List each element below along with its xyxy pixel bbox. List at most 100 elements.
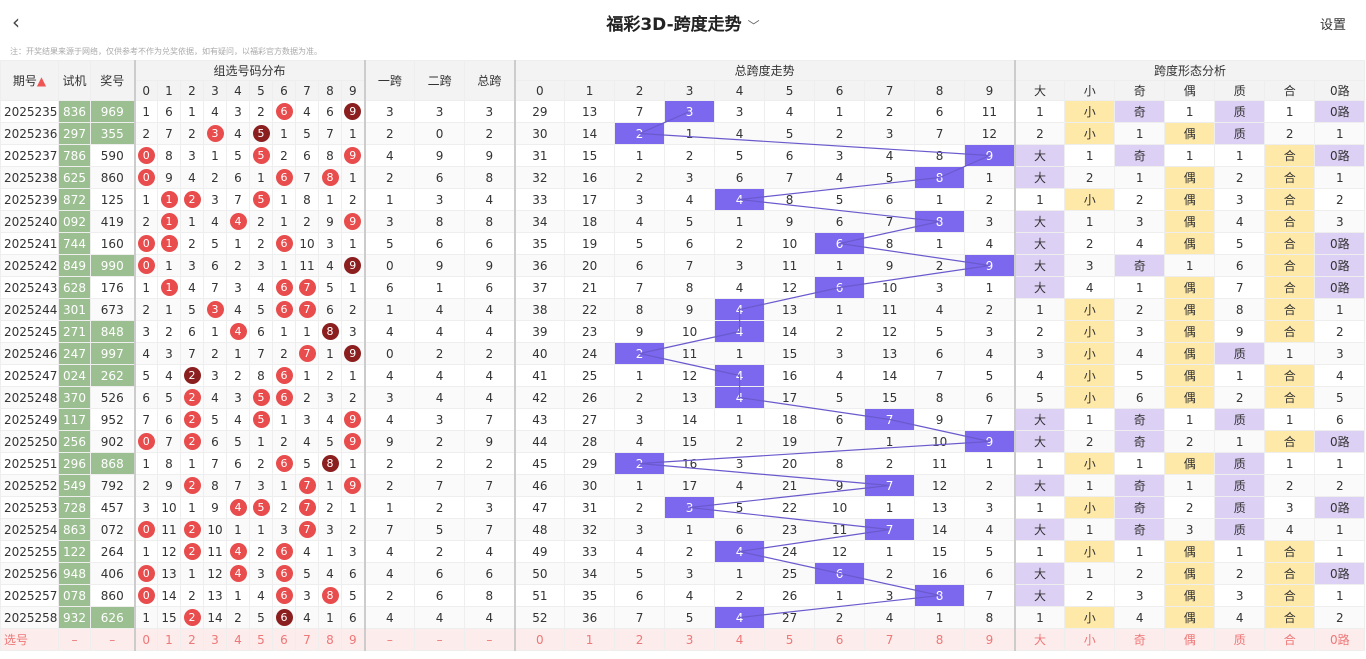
trend-cell: 7 [614,606,666,629]
dist-cell: 8 [295,188,319,211]
select-trend-digit[interactable]: 5 [764,628,816,651]
kua2-cell: 6 [414,232,466,255]
dist-cell: 7 [295,276,319,299]
settings-button[interactable]: 设置 [1319,18,1346,33]
table-row[interactable]: 2025247 024 262 5 4 2 3 2 8 6 1 2 1 4 4 4 41 25 1 12 4 16 4 14 7… [0,364,1366,387]
select-label[interactable]: 选号 [0,628,59,651]
table-row[interactable]: 2025241 744 160 0 1 2 5 1 2 6 10 3 1 5 6 6 35 19 5 6 2 10 6 8 1 4… [0,232,1366,255]
hit-ball: 6 [275,103,293,120]
select-kua[interactable]: – [414,628,466,651]
shape-cell: 1 [1014,606,1066,629]
sort-icon[interactable]: ▲ [36,74,47,88]
dist-cell: 2 [318,496,342,519]
table-row[interactable]: 2025256 948 406 0 13 1 12 4 3 6 5 4 6 4 6 6 50 34 5 3 1 25 6 2 1… [0,562,1366,585]
trend-cell: 14 [664,408,716,431]
select-shape[interactable]: 奇 [1114,628,1166,651]
select-shape[interactable]: 大 [1014,628,1066,651]
table-row[interactable]: 2025258 932 626 1 15 2 14 2 5 6 4 1 6 4 4 4 52 36 7 5 4 27 2 4 1… [0,606,1366,629]
select-digit[interactable]: 9 [340,628,366,651]
table-row[interactable]: 2025257 078 860 0 14 2 13 1 4 6 3 8 5 2 6 8 51 35 6 4 2 26 1 3 8… [0,584,1366,607]
table-row[interactable]: 2025238 625 860 0 9 4 2 6 1 6 7 8 1 2 6 8 32 16 2 3 6 7 4 5 8 1 大 2… [0,166,1366,189]
table-row[interactable]: 2025254 863 072 0 11 2 10 1 1 3 7 3 2 7 5 7 48 32 3 1 6 23 11 7… [0,518,1366,541]
trend-cell: 4 [814,166,866,189]
select-trend-digit[interactable]: 8 [914,628,966,651]
kua1-cell: 2 [364,474,416,497]
trend-cell: 2 [964,188,1016,211]
select-digit[interactable]: 4 [226,628,250,651]
select-digit[interactable]: 6 [272,628,296,651]
table-row[interactable]: 2025239 872 125 1 1 2 3 7 5 1 8 1 2 1 3 4 33 17 3 4 4 8 5 6 1 2 1 小… [0,188,1366,211]
select-lottery[interactable]: – [90,628,136,651]
lottery-number: 792 [90,474,136,497]
table-row[interactable]: 2025251 296 868 1 8 1 7 6 2 6 5 8 1 2 2 2 45 29 2 16 3 20 8 2 11… [0,452,1366,475]
select-digit[interactable]: 8 [318,628,342,651]
select-trend-digit[interactable]: 2 [614,628,666,651]
select-shape[interactable]: 质 [1214,628,1266,651]
back-icon[interactable]: ‹ [12,10,20,34]
table-row[interactable]: 2025242 849 990 0 1 3 6 2 3 1 11 4 9 0 9 9 36 20 6 7 3 11 1 9 2 9… [0,254,1366,277]
shape-cell: 大 [1014,254,1066,277]
trend-cell: 5 [814,386,866,409]
select-shape[interactable]: 0路 [1314,628,1366,651]
dist-cell: 4 [318,408,342,431]
dist-cell: 0 [134,430,158,453]
shape-cell: 合 [1264,606,1316,629]
dist-cell: 8 [157,452,181,475]
table-row[interactable]: 2025245 271 848 3 2 6 1 4 6 1 1 8 3 4 4 4 39 23 9 10 4 14 2 12 5… [0,320,1366,343]
table-row[interactable]: 2025237 786 590 0 8 3 1 5 5 2 6 8 9 4 9 9 31 15 1 2 5 6 3 4 8 9 大 1… [0,144,1366,167]
select-shape[interactable]: 合 [1264,628,1316,651]
table-row[interactable]: 2025249 117 952 7 6 2 5 4 5 1 3 4 9 4 3 7 43 27 3 14 1 18 6 7 9 7… [0,408,1366,431]
trial-number: 370 [58,386,91,409]
select-digit[interactable]: 2 [180,628,204,651]
table-row[interactable]: 2025255 122 264 1 12 2 11 4 2 6 4 1 3 4 2 4 49 33 4 2 4 24 12 1… [0,540,1366,563]
dist-cell: 0 [134,518,158,541]
select-digit[interactable]: 1 [157,628,181,651]
select-trend-digit[interactable]: 0 [514,628,566,651]
header-period[interactable]: 期号▲ [0,60,59,101]
hit-ball: 0 [137,147,155,164]
select-digit[interactable]: 5 [249,628,273,651]
select-trend-digit[interactable]: 9 [964,628,1016,651]
select-trend-digit[interactable]: 6 [814,628,866,651]
table-row[interactable]: 2025250 256 902 0 7 2 6 5 1 2 4 5 9 9 2 9 44 28 4 15 2 19 7 1 10… [0,430,1366,453]
shape-cell: 2 [1064,166,1116,189]
dist-cell: 2 [226,606,250,629]
dist-cell: 5 [249,606,273,629]
footer-select-row[interactable]: 选号 – –0 1 2 3 4 5 6 7 8 9– – –0 1 2 3 4 5 6 7 8 9 大小奇偶质合 0路 [0,628,1366,651]
select-shape[interactable]: 小 [1064,628,1116,651]
table-row[interactable]: 2025253 728 457 3 10 1 9 4 5 2 7 2 1 1 2 3 47 31 2 3 5 22 10 1 1… [0,496,1366,519]
select-digit[interactable]: 0 [134,628,158,651]
select-digit[interactable]: 3 [203,628,227,651]
page-title[interactable]: 福彩3D-跨度走势 ﹀ [606,15,760,35]
table-row[interactable]: 2025240 092 419 2 1 1 4 4 2 1 2 9 9 3 8 8 34 18 4 5 1 9 6 7 8 3 大 1… [0,210,1366,233]
trend-cell: 39 [514,320,566,343]
select-trend-digit[interactable]: 3 [664,628,716,651]
trend-cell: 9 [764,210,816,233]
table-row[interactable]: 2025243 628 176 1 1 4 7 3 4 6 7 5 1 6 1 6 37 21 7 8 4 12 6 10 3 1… [0,276,1366,299]
hit-ball: 2 [183,477,201,494]
chevron-down-icon[interactable]: ﹀ [747,19,760,33]
select-trend-digit[interactable]: 1 [564,628,616,651]
hit-ball: 6 [275,587,293,604]
table-row[interactable]: 2025248 370 526 6 5 2 4 3 5 6 2 3 2 3 4 4 42 26 2 13 4 17 5 15 8… [0,386,1366,409]
trend-cell: 4 [714,474,766,497]
select-shape[interactable]: 偶 [1164,628,1216,651]
kua2-cell: 9 [414,144,466,167]
table-row[interactable]: 2025244 301 673 2 1 5 3 4 5 6 7 6 2 1 4 4 38 22 8 9 4 13 1 11 4 2… [0,298,1366,321]
table-row[interactable]: 2025236 297 355 2 7 2 3 4 5 1 5 7 1 2 0 2 30 14 2 1 4 5 2 3 7 12 2… [0,122,1366,145]
select-kua[interactable]: – [364,628,416,651]
table-row[interactable]: 2025252 549 792 2 9 2 8 7 3 1 7 1 9 2 7 7 46 30 1 17 4 21 9 7 12… [0,474,1366,497]
select-digit[interactable]: 7 [295,628,319,651]
select-trend-digit[interactable]: 4 [714,628,766,651]
shape-cell: 大 [1014,474,1066,497]
select-trend-digit[interactable]: 7 [864,628,916,651]
select-kua[interactable]: – [464,628,516,651]
table-row[interactable]: 2025235 836 969 1 6 1 4 3 2 6 4 6 9 3 3 3 29 13 7 3 3 4 1 2 6 11 1… [0,100,1366,123]
trend-cell: 41 [514,364,566,387]
trial-number: 549 [58,474,91,497]
hit-ball: 4 [229,213,247,230]
select-trial[interactable]: – [58,628,91,651]
dist-cell: 1 [318,606,342,629]
table-row[interactable]: 2025246 247 997 4 3 7 2 1 7 2 7 1 9 0 2 2 40 24 2 11 1 15 3 13 6… [0,342,1366,365]
hit-ball: 0 [137,235,155,252]
